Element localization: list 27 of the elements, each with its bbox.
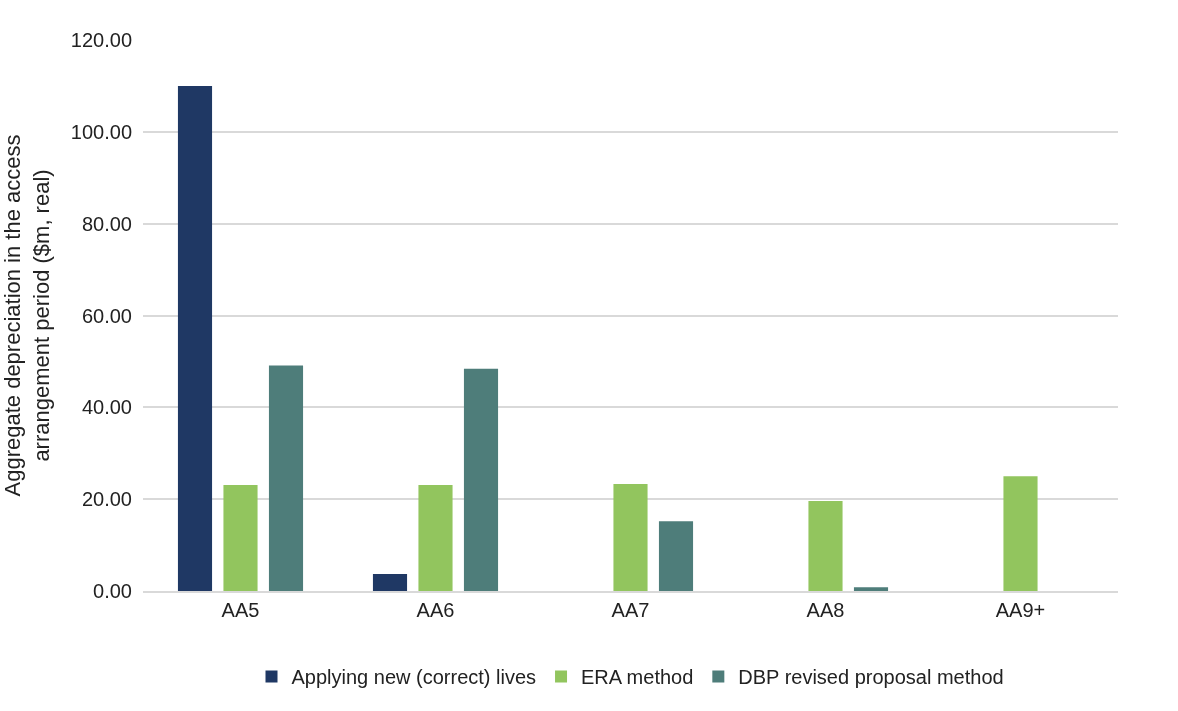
legend-label: ERA method <box>581 666 694 689</box>
bar <box>223 484 258 591</box>
x-tick-label: AA9+ <box>995 599 1046 621</box>
legend-label: DBP revised proposal method <box>738 666 1004 689</box>
x-tick-label: AA7 <box>611 599 650 621</box>
bar <box>177 85 213 591</box>
y-tick-label: 20.00 <box>81 488 132 511</box>
y-tick-label: 100.00 <box>70 120 132 143</box>
legend-label: Applying new (correct) lives <box>291 666 537 689</box>
bar <box>853 587 889 591</box>
bar <box>372 574 408 591</box>
bar <box>418 484 453 591</box>
x-tick-label: AA5 <box>221 599 260 621</box>
y-tick-label: 80.00 <box>81 212 132 235</box>
x-tick-label: AA8 <box>806 599 845 621</box>
y-tick-label: 0.00 <box>93 580 132 602</box>
y-tick-label: 120.00 <box>70 29 132 51</box>
y-tick-label: 60.00 <box>81 304 132 327</box>
bar <box>613 484 648 591</box>
y-tick-label: 40.00 <box>81 396 132 419</box>
bar <box>808 501 843 591</box>
y-axis-title: Aggregate depreciation in the access arrangement period ($m, real) <box>0 134 54 497</box>
bar <box>268 365 304 591</box>
bar <box>658 521 694 591</box>
bar <box>1003 476 1038 591</box>
x-tick-label: AA6 <box>416 599 455 621</box>
bar <box>463 368 499 591</box>
